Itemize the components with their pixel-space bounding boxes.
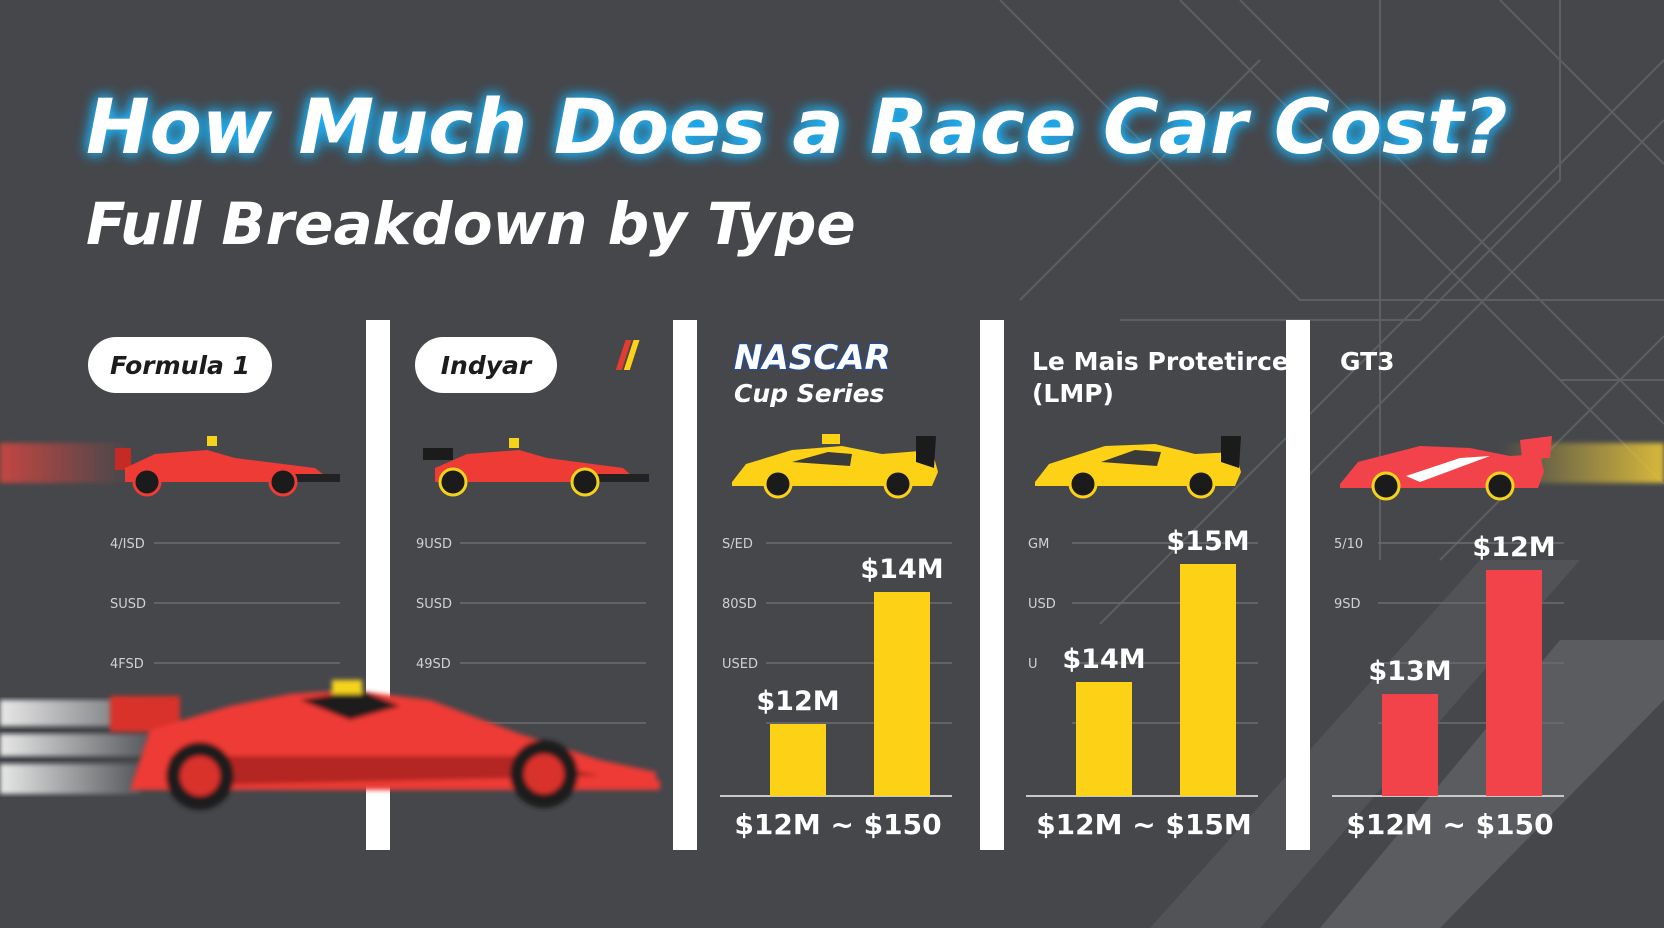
bar-1 [770,724,826,796]
column-header-formula1: Formula 1 [88,337,272,393]
bar-1 [1382,694,1438,796]
chart-panel-4: GM USD U $14M $15M $12M ~ $15M [1026,526,1258,841]
cost-bar-charts: 4/ISD SUSD 4FSD 9USD SUSD 49SD S/ED 80SD USED $12… [110,526,1564,841]
y-tick-label: 4/ISD [110,537,145,552]
column-header-lmp: Le Mais Protetirce (LMP) [1032,347,1289,408]
nascar-logo-stripe-red [615,340,632,370]
price-range-label: $12M ~ $150 [1346,808,1553,841]
y-tick-label: S/ED [722,537,753,552]
bar-value-label: $12M [756,686,839,717]
divider-4 [1286,320,1310,850]
nascar-logo-stripe-yellow [623,340,640,370]
divider-2 [673,320,697,850]
page-subtitle: Full Breakdown by Type [86,190,856,258]
y-tick-label: 4FSD [110,657,144,672]
chart-panel-2: 9USD SUSD 49SD [416,537,646,724]
nascar-logo-text: NASCAR [734,338,891,378]
category-pill [88,337,272,393]
nascar-car-illustration [732,434,938,499]
y-tick-label: USD [1028,597,1056,612]
y-tick-label: GM [1028,537,1049,552]
y-tick-label: 49SD [416,657,451,672]
category-label: Le Mais Protetirce [1032,347,1289,376]
indycar-illustration [423,438,649,497]
bar-value-label: $15M [1166,526,1249,557]
formula1-car-illustration [115,436,340,497]
bar-value-label: $13M [1368,656,1451,687]
bar-1 [1076,682,1132,796]
category-label: Formula 1 [110,351,250,380]
category-label: Indyar [441,351,533,380]
y-tick-label: SUSD [110,597,146,612]
y-tick-label: SUSD [416,597,452,612]
y-tick-label: 80SD [722,597,757,612]
column-header-indycar: Indyar [415,337,557,393]
bar-value-label: $14M [1062,644,1145,675]
category-pill [415,337,557,393]
page-title: How Much Does a Race Car Cost? [86,82,1508,171]
bar-2 [1486,570,1542,796]
bar-value-label: $12M [1472,532,1555,563]
divider-3 [980,320,1004,850]
large-formula1-car-illustration [0,680,660,810]
lmp-car-illustration [1035,436,1241,499]
background-line-pattern [999,0,1664,625]
category-subtitle: Cup Series [734,379,884,408]
y-tick-label: 9USD [416,537,452,552]
bar-2 [1180,564,1236,796]
y-tick-label: U [1028,657,1038,672]
y-tick-label: 9SD [1334,597,1361,612]
chart-panel-3: S/ED 80SD USED $12M $14M $12M ~ $150 [720,537,952,841]
red-speed-streak [0,443,130,483]
y-tick-label: USED [722,657,758,672]
column-header-nascar: NASCAR Cup Series [615,337,892,408]
bar-value-label: $14M [860,554,943,585]
column-header-gt3: GT3 [1340,347,1395,376]
category-label: GT3 [1340,347,1395,376]
bar-2 [874,592,930,796]
gt3-car-illustration [1340,436,1552,501]
price-range-label: $12M ~ $150 [734,808,941,841]
category-subtitle: (LMP) [1032,379,1114,408]
chart-panel-5: 5/10 9SD $13M $12M $12M ~ $150 [1332,532,1564,841]
y-tick-label: 5/10 [1334,537,1363,552]
price-range-label: $12M ~ $15M [1036,808,1252,841]
